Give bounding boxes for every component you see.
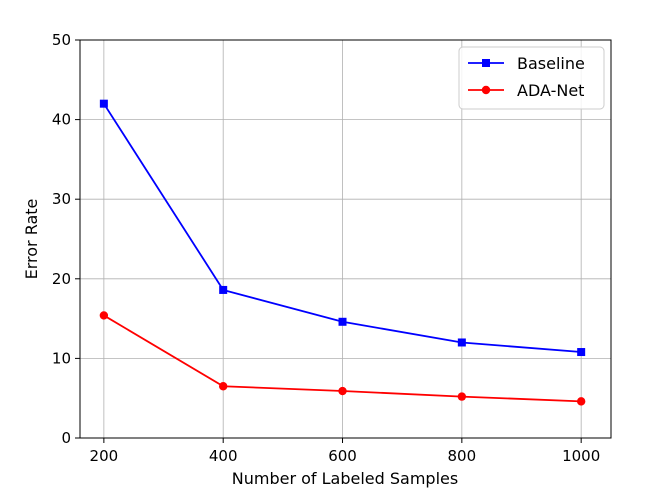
x-tick-label: 200	[90, 447, 119, 465]
data-point	[457, 392, 467, 401]
y-tick-label: 10	[52, 349, 71, 367]
plot-frame	[79, 39, 612, 439]
x-tick-label: 1000	[562, 447, 600, 465]
y-tick-label: 50	[52, 31, 71, 49]
legend-label: Baseline	[517, 54, 585, 73]
x-axis-label: Number of Labeled Samples	[232, 469, 458, 488]
x-tick-label: 400	[209, 447, 238, 465]
legend-marker	[482, 59, 490, 67]
y-tick-label: 0	[61, 429, 71, 447]
legend-label: ADA-Net	[517, 81, 584, 100]
series-group	[99, 99, 586, 406]
data-point	[576, 397, 586, 406]
data-point	[338, 386, 347, 396]
data-point	[457, 338, 466, 347]
data-point	[338, 317, 347, 326]
data-point	[218, 382, 228, 391]
axis-ticks: 200 400 600 800 1000 0 10 20 30 40 50	[52, 31, 600, 465]
data-point	[99, 311, 109, 320]
x-tick-label: 800	[448, 447, 477, 465]
y-tick-label: 30	[52, 190, 71, 208]
y-tick-label: 40	[52, 111, 71, 129]
y-axis-label: Error Rate	[22, 199, 41, 280]
data-point	[99, 99, 108, 108]
x-tick-label: 600	[328, 447, 357, 465]
data-point	[577, 348, 586, 357]
data-point	[219, 285, 228, 294]
y-tick-label: 20	[52, 270, 71, 288]
legend-marker	[481, 85, 491, 95]
legend: Baseline ADA-Net	[458, 46, 605, 110]
